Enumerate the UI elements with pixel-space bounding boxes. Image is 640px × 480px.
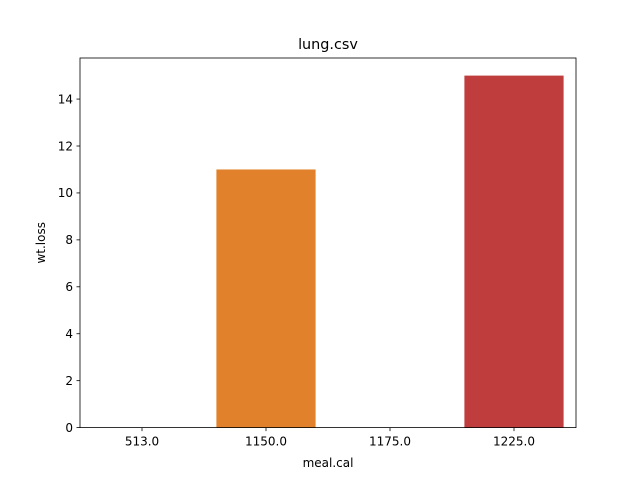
chart-title: lung.csv — [298, 37, 358, 53]
y-tick-label: 0 — [65, 421, 73, 435]
y-tick-label: 2 — [65, 374, 73, 388]
y-tick-label: 4 — [65, 327, 73, 341]
bar-1150.0 — [216, 169, 316, 428]
x-tick-label: 1225.0 — [493, 435, 535, 449]
bar-1225.0 — [464, 75, 564, 428]
y-tick-label: 6 — [65, 280, 73, 294]
y-axis: 0 2 4 6 8 10 12 14 — [58, 92, 80, 435]
plot-frame — [79, 57, 577, 429]
x-axis: 513.0 1150.0 1175.0 1225.0 — [125, 427, 535, 449]
y-axis-label: wt.loss — [34, 222, 48, 264]
x-tick-label: 513.0 — [125, 435, 159, 449]
y-tick-label: 14 — [58, 92, 73, 106]
y-tick-label: 8 — [65, 233, 73, 247]
bars-group — [216, 75, 564, 428]
x-tick-label: 1175.0 — [369, 435, 411, 449]
x-tick-label: 1150.0 — [245, 435, 287, 449]
x-axis-label: meal.cal — [303, 456, 354, 470]
y-tick-label: 12 — [58, 139, 73, 153]
y-tick-label: 10 — [58, 186, 73, 200]
